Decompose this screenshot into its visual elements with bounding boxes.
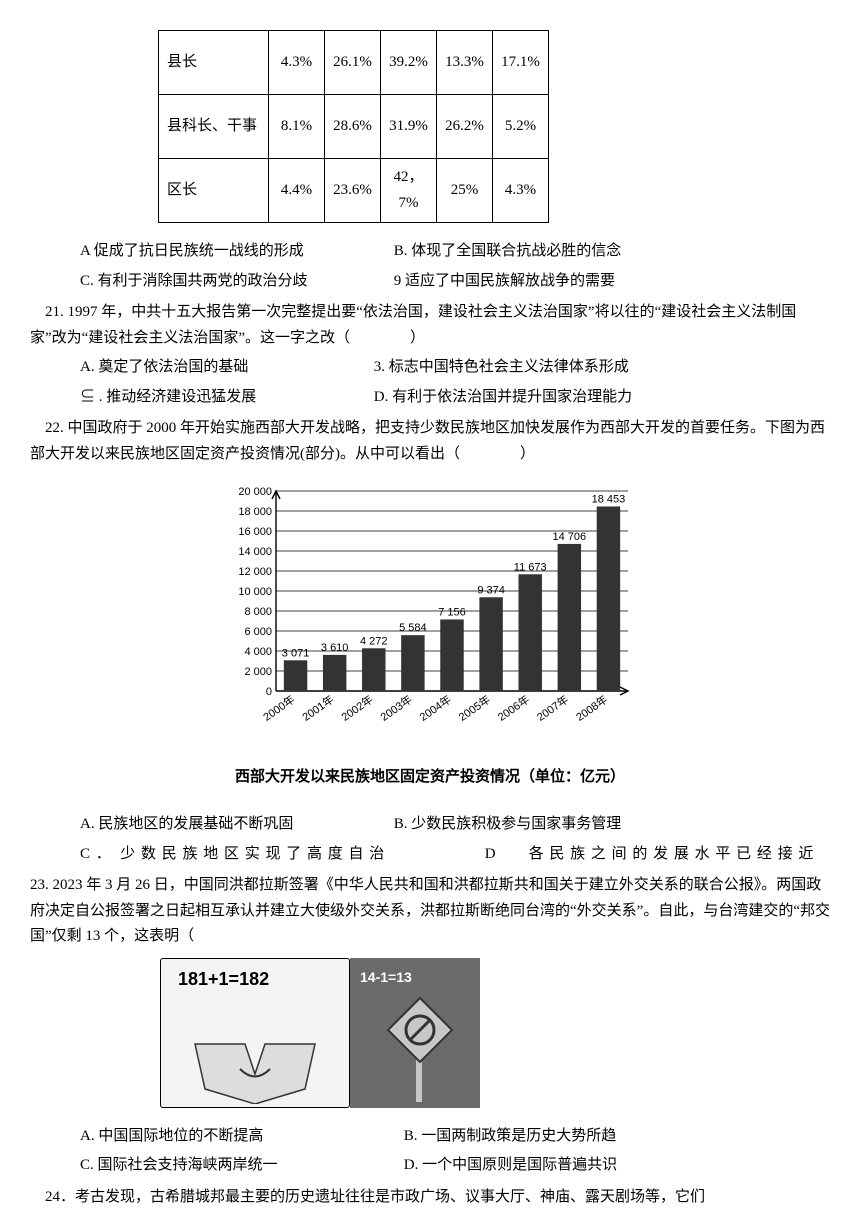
svg-text:4 000: 4 000 (244, 646, 272, 658)
svg-text:20 000: 20 000 (238, 486, 272, 498)
svg-text:18 000: 18 000 (238, 506, 272, 518)
q22-opt-d: D 各 民 族 之 间 的 发 展 水 平 已 经 接 近 (485, 842, 815, 868)
table-cell: 25% (437, 159, 493, 223)
q22-options-line2: C ． 少 数 民 族 地 区 实 现 了 高 度 自 治 D 各 民 族 之 … (80, 842, 830, 868)
q22-opt-b: B. 少数民族积极参与国家事务管理 (394, 812, 622, 838)
q20-opt-b: B. 体现了全国联合抗战必胜的信念 (394, 239, 622, 265)
svg-text:7 156: 7 156 (438, 606, 466, 618)
svg-text:2007年: 2007年 (534, 692, 571, 724)
table-row: 县长4.3%26.1%39.2%13.3%17.1% (159, 31, 549, 95)
row-label: 县长 (159, 31, 269, 95)
q22-text: 22. 中国政府于 2000 年开始实施西部大开发战略，把支持少数民族地区加快发… (30, 416, 830, 467)
table-cell: 28.6% (325, 95, 381, 159)
svg-text:14 000: 14 000 (238, 546, 272, 558)
row-label: 区长 (159, 159, 269, 223)
svg-text:2005年: 2005年 (456, 692, 493, 724)
table-cell: 26.2% (437, 95, 493, 159)
table-cell: 8.1% (269, 95, 325, 159)
q23-opt-b: B. 一国两制政策是历史大势所趋 (404, 1124, 617, 1150)
svg-text:2002年: 2002年 (338, 692, 375, 724)
q22-options-line1: A. 民族地区的发展基础不断巩固 B. 少数民族积极参与国家事务管理 (80, 812, 830, 838)
investment-bar-chart: 0 2 000 4 000 6 000 8 000 10 000 12 000 14 000 1… (30, 477, 830, 747)
svg-text:2006年: 2006年 (495, 692, 532, 724)
svg-text:0: 0 (266, 686, 272, 698)
svg-text:3 071: 3 071 (282, 647, 310, 659)
q23-text: 23. 2023 年 3 月 26 日，中国同洪都拉斯签署《中华人民共和国和洪都… (30, 873, 830, 950)
q23-label-14: 14-1=13 (360, 966, 412, 990)
svg-text:11 673: 11 673 (514, 561, 547, 573)
road-sign-icon (380, 994, 460, 1104)
table-row: 县科长、干事8.1%28.6%31.9%26.2%5.2% (159, 95, 549, 159)
q21-text: 21. 1997 年，中共十五大报告第一次完整提出要“依法治国，建设社会主义法治… (30, 300, 830, 351)
table-cell: 4.3% (493, 159, 549, 223)
q21-opt-c: ⊆ . 推动经济建设迅猛发展 (80, 385, 370, 411)
q23-options-line2: C. 国际社会支持海峡两岸统一 D. 一个中国原则是国际普遍共识 (80, 1153, 830, 1179)
svg-text:10 000: 10 000 (238, 586, 272, 598)
row-label: 县科长、干事 (159, 95, 269, 159)
svg-text:2004年: 2004年 (417, 692, 454, 724)
svg-text:14 706: 14 706 (553, 531, 587, 543)
handshake-icon (190, 1034, 320, 1104)
table-cell: 17.1% (493, 31, 549, 95)
q23-label-181: 181+1=182 (178, 964, 269, 995)
svg-text:6 000: 6 000 (244, 626, 272, 638)
chart-title: 西部大开发以来民族地区固定资产投资情况（单位：亿元） (30, 765, 830, 791)
q20-opt-c: C. 有利于消除国共两党的政治分歧 (80, 269, 390, 295)
svg-text:2003年: 2003年 (378, 692, 415, 724)
table-cell: 39.2% (381, 31, 437, 95)
svg-text:4 272: 4 272 (360, 635, 388, 647)
table-row: 区长4.4%23.6%42，7%25%4.3% (159, 159, 549, 223)
svg-text:12 000: 12 000 (238, 566, 272, 578)
q23-opt-a: A. 中国国际地位的不断提高 (80, 1124, 400, 1150)
q21-opt-d: D. 有利于依法治国并提升国家治理能力 (374, 385, 632, 411)
table-cell: 4.4% (269, 159, 325, 223)
q20-opt-d: 9 适应了中国民族解放战争的需要 (394, 269, 615, 295)
q22-opt-c: C ． 少 数 民 族 地 区 实 现 了 高 度 自 治 (80, 842, 480, 868)
q21-options-line1: A. 奠定了依法治国的基础 3. 标志中国特色社会主义法律体系形成 (80, 355, 830, 381)
table-cell: 23.6% (325, 159, 381, 223)
table-cell: 13.3% (437, 31, 493, 95)
q23-opt-c: C. 国际社会支持海峡两岸统一 (80, 1153, 400, 1179)
table-cell: 26.1% (325, 31, 381, 95)
q21-options-line2: ⊆ . 推动经济建设迅猛发展 D. 有利于依法治国并提升国家治理能力 (80, 385, 830, 411)
q21-opt-b: 3. 标志中国特色社会主义法律体系形成 (374, 355, 629, 381)
q20-options-line1: A 促成了抗日民族统一战线的形成 B. 体现了全国联合抗战必胜的信念 (80, 239, 830, 265)
svg-text:18 453: 18 453 (592, 493, 626, 505)
svg-text:3 610: 3 610 (321, 642, 349, 654)
svg-text:2 000: 2 000 (244, 666, 272, 678)
svg-text:5 584: 5 584 (399, 622, 427, 634)
q20-options-line2: C. 有利于消除国共两党的政治分歧 9 适应了中国民族解放战争的需要 (80, 269, 830, 295)
svg-text:16 000: 16 000 (238, 526, 272, 538)
svg-text:9 374: 9 374 (477, 584, 505, 596)
q23-illustration: 181+1=182 14-1=13 (160, 958, 480, 1118)
q23-opt-d: D. 一个中国原则是国际普遍共识 (404, 1153, 617, 1179)
table-cell: 31.9% (381, 95, 437, 159)
percentage-table: 县长4.3%26.1%39.2%13.3%17.1%县科长、干事8.1%28.6… (158, 30, 549, 223)
svg-text:8 000: 8 000 (244, 606, 272, 618)
svg-text:2008年: 2008年 (573, 692, 610, 724)
table-cell: 4.3% (269, 31, 325, 95)
table-cell: 5.2% (493, 95, 549, 159)
q24-text: 24．考古发现，古希腊城邦最主要的历史遗址往往是市政广场、议事大厅、神庙、露天剧… (30, 1185, 830, 1211)
q23-options-line1: A. 中国国际地位的不断提高 B. 一国两制政策是历史大势所趋 (80, 1124, 830, 1150)
q22-opt-a: A. 民族地区的发展基础不断巩固 (80, 812, 390, 838)
q20-opt-a: A 促成了抗日民族统一战线的形成 (80, 239, 390, 265)
svg-text:2001年: 2001年 (299, 692, 336, 724)
q21-opt-a: A. 奠定了依法治国的基础 (80, 355, 370, 381)
table-cell: 42，7% (381, 159, 437, 223)
